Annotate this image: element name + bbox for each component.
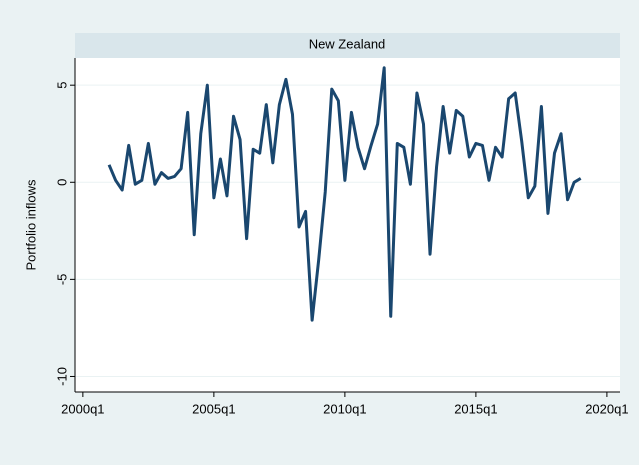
- y-axis-label: Portfolio inflows: [23, 179, 38, 271]
- y-tick-label: 0: [54, 179, 69, 186]
- data-line: [107, 66, 582, 322]
- x-tick-label: 2010q1: [323, 401, 366, 416]
- y-tick-label: -10: [54, 367, 69, 386]
- y-tick-label: 5: [54, 82, 69, 89]
- chart-title: New Zealand: [309, 36, 386, 51]
- plot-area: [75, 58, 620, 392]
- x-tick-label: 2015q1: [454, 401, 497, 416]
- panel-header: [75, 33, 620, 58]
- x-tick-label: 2020q1: [585, 401, 628, 416]
- x-tick-label: 2005q1: [192, 401, 235, 416]
- y-tick-label: -5: [54, 274, 69, 286]
- x-tick-label: 2000q1: [61, 401, 104, 416]
